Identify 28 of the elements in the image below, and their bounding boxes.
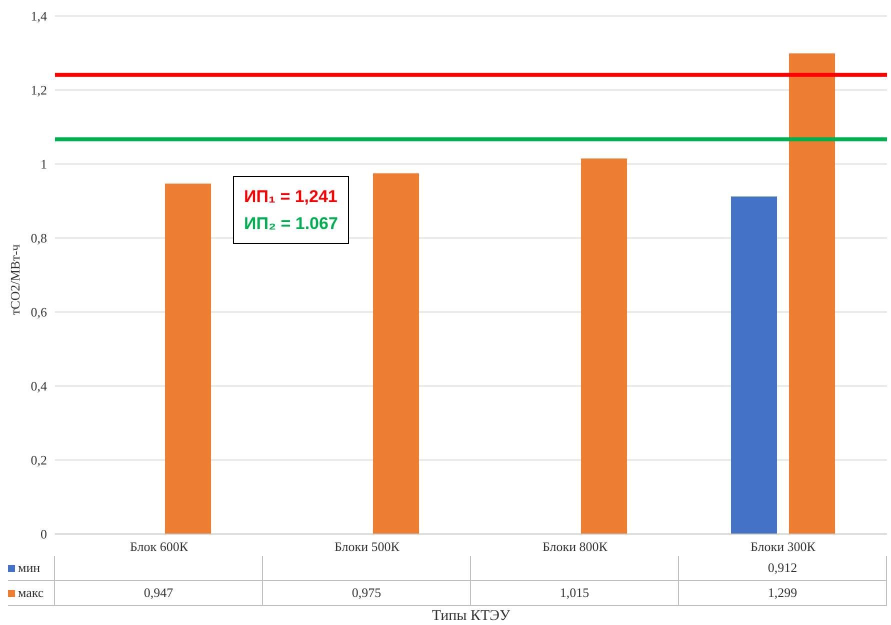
- ref-line-label: ИП₂ = 1.067: [244, 213, 338, 235]
- bar: [165, 184, 211, 534]
- y-tick-label: 0,4: [30, 378, 48, 394]
- data-label: 0,912: [679, 556, 887, 580]
- x-axis-title: Типы КТЭУ: [430, 608, 512, 625]
- y-axis-title: тCO2/МВт-ч: [8, 244, 23, 315]
- y-tick-label: 1: [40, 156, 47, 172]
- x-tick-label: Блоки 500К: [334, 539, 400, 554]
- y-tick-label: 1,4: [30, 8, 48, 24]
- y-tick-label: 0,8: [30, 230, 47, 246]
- y-tick-label: 0,6: [30, 304, 48, 320]
- x-tick-label: Блоки 800К: [542, 539, 608, 554]
- y-tick-label: 0: [40, 526, 47, 542]
- y-tick-label: 0,2: [30, 452, 47, 468]
- data-label: 0,975: [263, 581, 471, 605]
- bar: [789, 53, 835, 534]
- ref-line-label: ИП₁ = 1,241: [244, 186, 338, 208]
- data-label: 1,015: [471, 581, 679, 605]
- legend-label: мин: [18, 560, 40, 576]
- bar: [581, 158, 627, 534]
- data-label: 0,947: [55, 581, 263, 605]
- bar: [731, 196, 777, 534]
- x-tick-label: Блоки 300К: [750, 539, 816, 554]
- data-label: 1,299: [679, 581, 887, 605]
- bar: [373, 173, 419, 534]
- y-tick-label: 1,2: [30, 82, 47, 98]
- x-tick-label: Блок 600К: [130, 539, 188, 554]
- legend-label: макс: [18, 585, 44, 601]
